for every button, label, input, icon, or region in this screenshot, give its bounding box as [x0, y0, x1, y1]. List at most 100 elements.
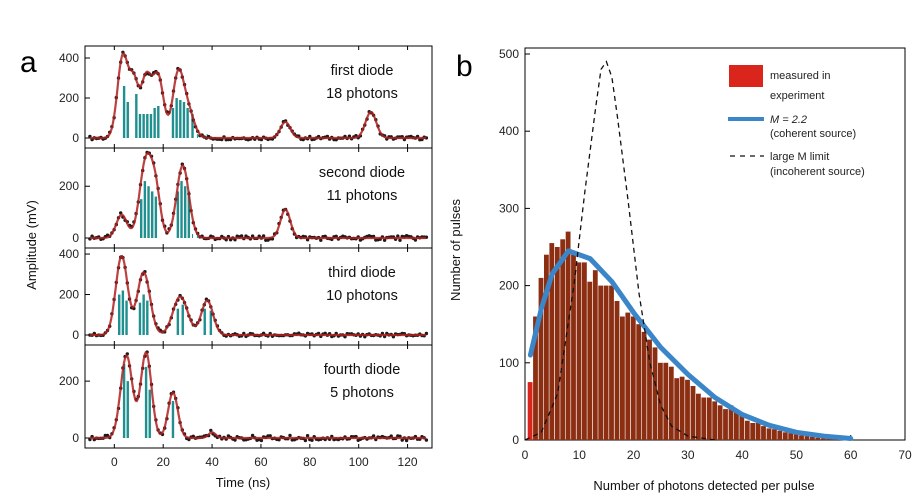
photon-bar: [135, 94, 138, 138]
histogram-bar: [750, 423, 756, 440]
data-point: [319, 238, 323, 242]
photon-bar: [148, 389, 151, 438]
histogram-bar: [761, 426, 766, 440]
histogram-bar: [571, 254, 576, 440]
data-point: [268, 434, 272, 438]
panel-b-xlabel: Number of photons detected per pulse: [593, 478, 814, 493]
x-tick-label: 0: [522, 448, 529, 462]
histogram-bar: [668, 366, 674, 440]
photon-bar: [181, 304, 184, 335]
histogram-bar: [576, 262, 582, 440]
histogram-bar: [533, 316, 538, 440]
data-point: [288, 433, 292, 438]
histogram-bar: [560, 239, 566, 440]
histogram-bar: [587, 281, 593, 440]
photon-bar: [153, 108, 156, 138]
y-tick-label: 200: [59, 374, 79, 388]
photon-bar: [171, 401, 175, 438]
x-tick-label: 0: [111, 455, 118, 469]
data-point: [259, 438, 264, 443]
y-tick-label: 0: [72, 231, 79, 245]
photon-bar: [140, 199, 143, 238]
subpanel-label: fourth diode: [324, 362, 401, 378]
histogram-bar: [603, 285, 609, 440]
photon-bar: [142, 294, 145, 335]
histogram-bar: [663, 362, 669, 440]
histogram-bar: [772, 429, 777, 440]
photon-bar: [118, 294, 121, 335]
photon-bar: [187, 191, 191, 238]
y-tick-label: 100: [499, 356, 519, 370]
y-tick-label: 400: [59, 247, 79, 261]
histogram-bar: [815, 437, 821, 440]
x-tick-label: 50: [790, 448, 804, 462]
panel-b-ylabel: Number of pulses: [448, 199, 463, 301]
data-point: [305, 434, 310, 438]
photon-bar: [122, 364, 126, 438]
data-point: [261, 234, 266, 238]
data-point: [209, 428, 213, 433]
histogram-bar: [685, 379, 690, 440]
histogram-bar: [549, 243, 555, 440]
photon-bar: [146, 300, 149, 335]
fit-curve: [89, 254, 427, 337]
photon-bar: [138, 114, 142, 138]
y-tick-label: 0: [512, 433, 519, 447]
panel-a: a Amplitude (mV) Time (ns) 0200400first …: [20, 45, 433, 490]
subpanel-label: second diode: [319, 165, 405, 181]
histogram-bar: [620, 316, 625, 440]
legend-label: (coherent source): [770, 128, 856, 140]
photon-bar: [154, 196, 158, 238]
x-tick-label: 30: [681, 448, 695, 462]
histogram-bar: [527, 382, 533, 440]
histogram-bar: [652, 347, 658, 440]
panel-a-label: a: [20, 46, 37, 79]
histogram-bar: [625, 312, 631, 440]
subpanel-3: 0 200 400 third diode 10 photons: [59, 247, 433, 346]
histogram-bar: [630, 316, 636, 440]
histogram-bar: [658, 362, 663, 440]
data-point: [382, 238, 387, 242]
x-tick-label: 40: [735, 448, 749, 462]
data-point: [424, 438, 429, 442]
histogram-bar: [831, 439, 837, 440]
histogram-bar: [820, 438, 826, 440]
photon-bar: [175, 98, 178, 138]
data-point: [239, 234, 244, 238]
data-point: [413, 238, 418, 242]
data-point: [404, 438, 409, 443]
panel-b: b Number of pulses Number of photons det…: [448, 47, 912, 493]
legend-swatch-measured: [729, 65, 763, 87]
histogram-bar: [614, 301, 620, 440]
histogram-bar: [717, 405, 723, 440]
photon-bar: [146, 114, 149, 138]
histogram-bar: [788, 433, 794, 440]
photon-bar: [144, 366, 148, 438]
histogram-bar: [544, 254, 549, 440]
histogram-bar: [810, 436, 815, 440]
y-tick-label: 200: [59, 91, 79, 105]
histogram-bar: [739, 413, 745, 440]
histogram-bar: [723, 409, 728, 440]
x-tick-label: 60: [844, 448, 858, 462]
photon-bar: [121, 290, 125, 335]
legend-label: experiment: [770, 90, 824, 102]
x-tick-label: 120: [398, 455, 418, 469]
photon-bar: [138, 302, 142, 335]
subpanel-2: 0 200 second diode 11 photons: [59, 147, 433, 249]
legend: measured in experiment M = 2.2 (coherent so…: [728, 65, 865, 178]
histogram-bar: [696, 393, 701, 440]
photon-bar: [176, 308, 180, 335]
subpanel-label: third diode: [328, 265, 396, 281]
subpanel-frame: [84, 344, 433, 449]
photon-bar: [179, 100, 182, 138]
y-tick-label: 400: [59, 51, 79, 65]
histogram-bar: [706, 397, 712, 440]
x-tick-label: 20: [627, 448, 641, 462]
x-tick-label: 20: [157, 455, 171, 469]
coherent-fit-curve: [527, 248, 854, 441]
y-tick-label: 200: [59, 179, 79, 193]
y-tick-label: 400: [499, 124, 519, 138]
y-tick-label: 0: [72, 328, 79, 342]
